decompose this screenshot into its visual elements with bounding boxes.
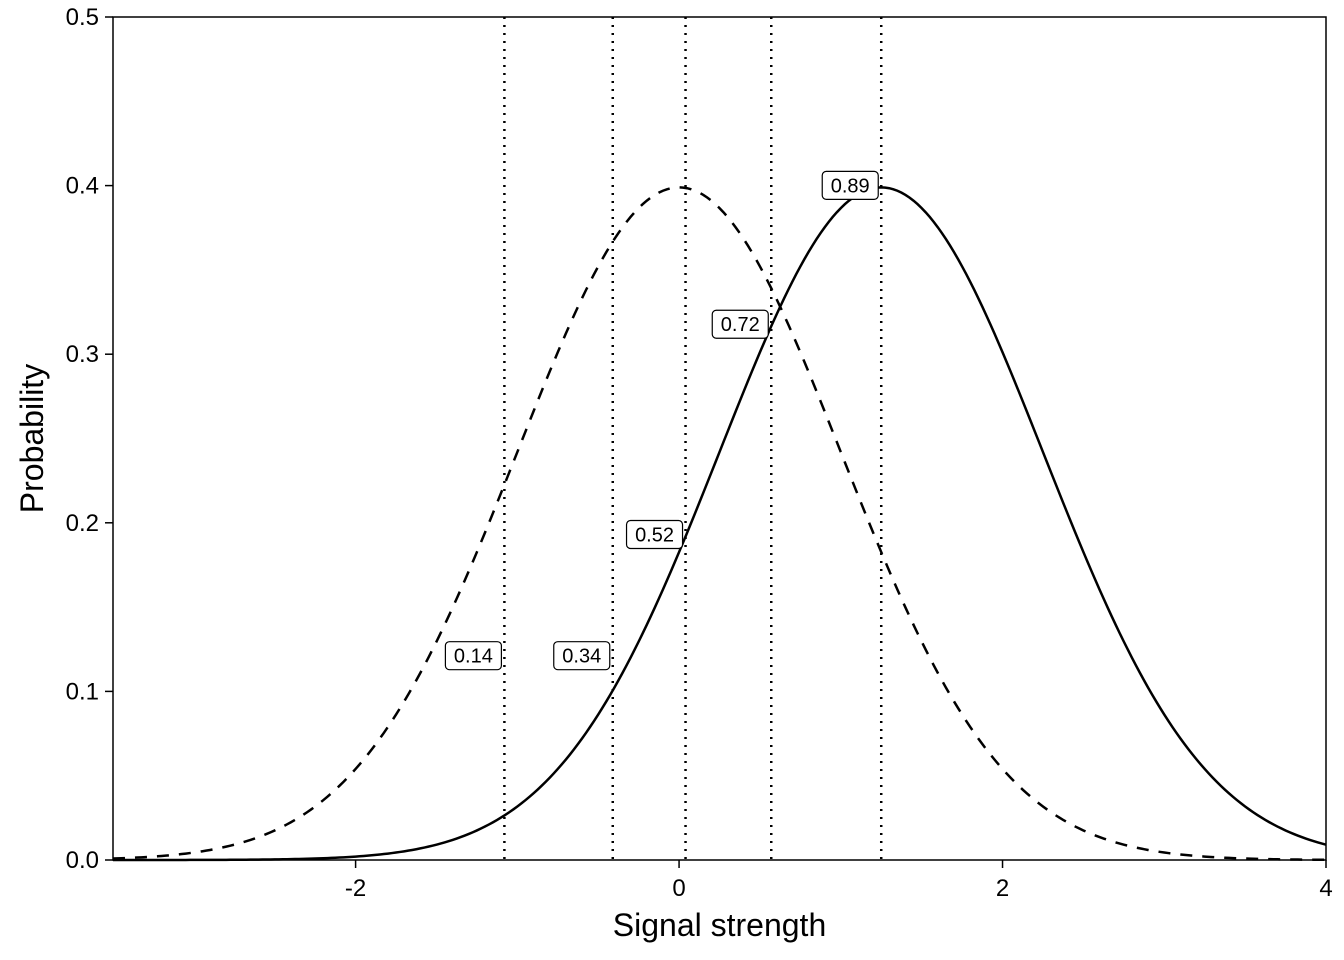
x-tick-label: 4 <box>1319 875 1332 902</box>
criterion-label-box <box>553 641 611 671</box>
criterion-label-box <box>444 641 502 671</box>
criterion-label: 0.89 <box>821 170 879 200</box>
criterion-label: 0.14 <box>444 641 502 671</box>
y-tick-label: 0.4 <box>66 173 99 200</box>
criterion-label-text: 0.89 <box>831 175 870 197</box>
criterion-label-text: 0.72 <box>721 314 760 336</box>
noise-curve <box>112 186 1327 862</box>
criterion-label: 0.52 <box>625 519 684 550</box>
criterion-labels: 0.14 0.34 0.52 0.72 0.89 <box>444 170 879 671</box>
criterion-label-text: 0.52 <box>635 525 674 547</box>
criterion-label-text: 0.14 <box>454 646 493 668</box>
y-tick-label: 0.3 <box>66 341 99 368</box>
criterion-lines <box>503 17 883 860</box>
y-tick-label: 0.2 <box>66 510 99 537</box>
criterion-label-box <box>711 309 769 339</box>
criterion-label: 0.72 <box>711 309 769 339</box>
criterion-label-box <box>821 170 879 200</box>
x-tick-label: 2 <box>996 875 1009 902</box>
x-tick-label: 0 <box>672 875 685 902</box>
axes: -2 0 2 4 0.0 0.1 0.2 0.3 0.4 0.5 <box>66 4 1333 902</box>
criterion-label-text: 0.34 <box>562 646 601 668</box>
y-tick-label: 0.5 <box>66 4 99 31</box>
criterion-label: 0.34 <box>553 641 611 671</box>
y-tick-label: 0.1 <box>66 678 99 705</box>
y-axis-title: Probability <box>14 364 50 513</box>
criterion-label-box <box>625 519 684 550</box>
signal-curve <box>113 186 1327 862</box>
density-curves <box>112 186 1327 862</box>
plot-frame <box>112 16 1327 861</box>
x-axis-title: Signal strength <box>613 907 826 943</box>
y-tick-label: 0.0 <box>66 847 99 874</box>
x-tick-label: -2 <box>345 875 366 902</box>
